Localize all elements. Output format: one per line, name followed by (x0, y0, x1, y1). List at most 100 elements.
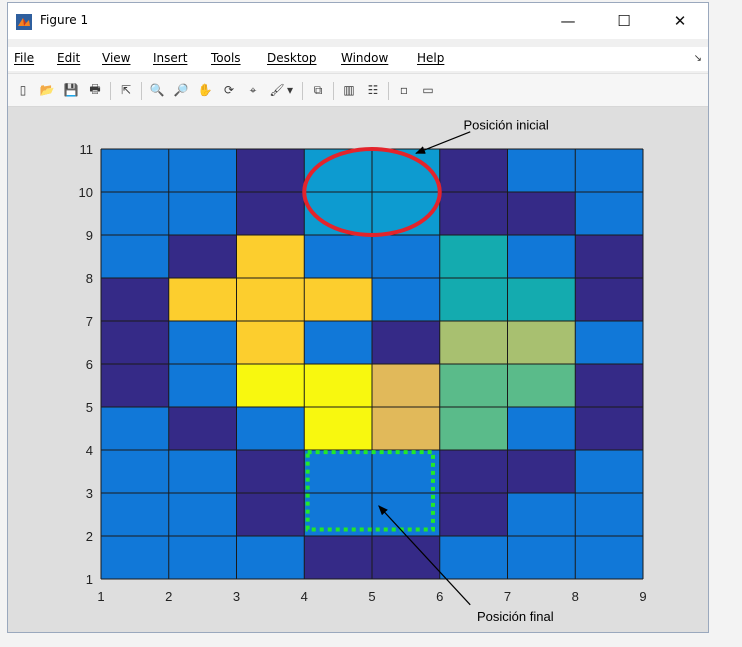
y-tick-label: 7 (86, 314, 93, 329)
menu-insert[interactable]: Insert (153, 51, 188, 65)
heatmap-cell (168, 407, 237, 450)
menu-tools[interactable]: Tools (211, 51, 241, 65)
heatmap-cell (168, 450, 237, 493)
menu-window[interactable]: Window (341, 51, 389, 65)
y-tick-label: 1 (86, 572, 93, 587)
colorbar-icon[interactable]: ▥ (343, 83, 355, 97)
heatmap-cell (575, 278, 643, 321)
zoom-in-icon[interactable]: 🔍 (149, 83, 165, 97)
heatmap-cell (236, 235, 305, 278)
heatmap-cell (575, 149, 643, 192)
heatmap-cell (507, 192, 576, 235)
rotate-3d-icon[interactable]: ⟳ (223, 83, 235, 97)
annotations: Posición inicial Posición final (302, 118, 554, 624)
heatmap-cell (372, 407, 440, 450)
heatmap-cell (439, 407, 508, 450)
heatmap-cell (507, 235, 576, 278)
link-plot-icon[interactable]: ⧉ (313, 82, 323, 97)
heatmap-cell (507, 493, 576, 536)
window-title: Figure 1 (40, 13, 89, 27)
minimize-button[interactable]: — (560, 12, 576, 30)
heatmap-cell (575, 493, 643, 536)
zoom-out-icon[interactable]: 🔎 (173, 83, 189, 97)
y-axis-ticks: 1 2 3 4 5 6 7 8 9 10 11 (79, 142, 93, 587)
data-cursor-icon[interactable]: ⌖ (249, 82, 257, 97)
heatmap-cell (372, 235, 440, 278)
new-figure-icon[interactable]: ▯ (19, 83, 27, 97)
brush-icon[interactable]: 🖌 (269, 83, 285, 97)
figure-window: Figure 1 — ☐ ✕ File Edit View Insert Too… (7, 2, 709, 633)
menu-file[interactable]: File (14, 51, 35, 65)
heatmap-axes[interactable]: 1 2 3 4 5 6 7 8 9 1 2 3 4 5 6 7 8 9 10 11 Posición inicial… (8, 107, 708, 632)
heatmap-cell (439, 192, 508, 235)
heatmap-cell (101, 235, 169, 278)
x-tick-label: 9 (639, 589, 646, 604)
menu-desktop[interactable]: Desktop (267, 51, 317, 65)
hide-plot-tools-icon[interactable]: ▫ (399, 83, 409, 97)
heatmap-cell (372, 364, 440, 407)
heatmap-cell (575, 235, 643, 278)
y-tick-label: 3 (86, 486, 93, 501)
menu-edit[interactable]: Edit (57, 51, 81, 65)
brush-dropdown-icon[interactable]: ▾ (286, 83, 294, 97)
print-icon[interactable]: 🖶 (89, 81, 101, 96)
heatmap-cell (575, 364, 643, 407)
heatmap-cell (101, 450, 169, 493)
maximize-button[interactable]: ☐ (617, 12, 631, 30)
x-tick-label: 1 (97, 589, 104, 604)
edit-plot-pointer-icon[interactable]: ⇱ (120, 83, 132, 97)
heatmap-cell (439, 321, 508, 364)
heatmap-cell (507, 450, 576, 493)
initial-position-ellipse (302, 147, 442, 237)
initial-position-label: Posición inicial (463, 118, 548, 133)
close-button[interactable]: ✕ (673, 12, 687, 30)
x-tick-label: 5 (368, 589, 375, 604)
x-tick-label: 8 (572, 589, 579, 604)
heatmap-cell (439, 493, 508, 536)
legend-icon[interactable]: ☷ (367, 83, 379, 97)
heatmap-cell (439, 536, 508, 579)
heatmap-cell (236, 407, 305, 450)
menu-bar: File Edit View Insert Tools Desktop Wind… (8, 47, 708, 71)
heatmap-cell (236, 321, 305, 364)
heatmap-cell (168, 235, 237, 278)
heatmap-cell (372, 493, 440, 536)
y-tick-label: 9 (86, 228, 93, 243)
heatmap-cell (507, 321, 576, 364)
toolbar-separator (388, 82, 389, 100)
final-position-arrow (378, 505, 471, 606)
heatmap-cells (101, 149, 643, 579)
heatmap-cell (575, 536, 643, 579)
save-icon[interactable]: 💾 (63, 83, 79, 97)
heatmap-cell (575, 321, 643, 364)
open-file-icon[interactable]: 📂 (39, 83, 55, 97)
menu-help[interactable]: Help (417, 51, 445, 65)
heatmap-cell (236, 149, 305, 192)
heatmap-cell (236, 278, 305, 321)
heatmap-cell (304, 364, 372, 407)
heatmap-cell (439, 149, 508, 192)
x-tick-label: 3 (233, 589, 240, 604)
heatmap-cell (372, 278, 440, 321)
pan-hand-icon[interactable]: ✋ (197, 83, 213, 97)
heatmap-cell (304, 278, 372, 321)
dock-arrow-icon[interactable]: ↘ (693, 53, 702, 64)
heatmap-cell (439, 235, 508, 278)
title-bar: Figure 1 — ☐ ✕ (8, 3, 708, 39)
heatmap-cell (304, 235, 372, 278)
heatmap-cell (101, 493, 169, 536)
menu-view[interactable]: View (102, 51, 131, 65)
heatmap-cell (101, 278, 169, 321)
y-tick-label: 11 (80, 142, 94, 157)
show-plot-tools-icon[interactable]: ▭ (422, 83, 434, 97)
x-tick-label: 4 (301, 589, 308, 604)
matlab-logo-icon (16, 14, 32, 30)
heatmap-cell (101, 364, 169, 407)
grid-lines (100, 148, 644, 580)
y-tick-label: 6 (86, 357, 93, 372)
final-position-label: Posición final (477, 609, 554, 624)
heatmap-cell (304, 407, 372, 450)
heatmap-cell (507, 149, 576, 192)
heatmap-cell (304, 536, 372, 579)
toolbar-separator (141, 82, 142, 100)
